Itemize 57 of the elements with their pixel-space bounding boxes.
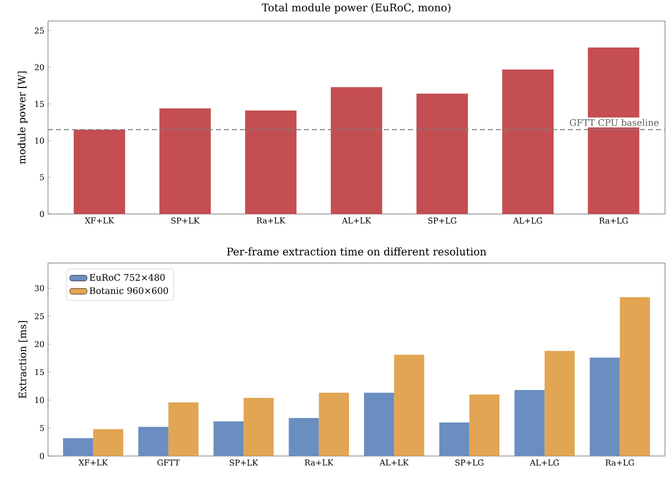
x-tick-label: SP+LK — [230, 460, 258, 466]
bar — [439, 422, 470, 456]
y-tick-label: 5 — [40, 425, 44, 432]
x-tick-label: AL+LG — [530, 460, 559, 466]
x-tick-label: Ra+LK — [256, 218, 286, 224]
y-tick-label: 30 — [34, 285, 44, 292]
y-tick-label: 0 — [40, 452, 44, 460]
y-tick-label: 25 — [34, 28, 44, 34]
bar — [590, 358, 620, 456]
y-tick-label: 0 — [40, 210, 44, 218]
y-axis-title: module power [W] — [18, 72, 28, 164]
bar — [394, 354, 424, 456]
x-tick-label: AL+LK — [380, 460, 409, 466]
chart-title: Per-frame extraction time on different resolution — [227, 247, 486, 256]
bar — [93, 429, 124, 456]
x-tick-label: XF+LK — [78, 460, 108, 466]
bar — [245, 110, 297, 214]
bar — [502, 69, 554, 214]
bar — [138, 426, 168, 456]
y-tick-label: 10 — [35, 138, 44, 144]
bar — [318, 392, 349, 456]
bar — [63, 438, 94, 456]
x-tick-label: AL+LG — [513, 218, 542, 224]
x-tick-label: SP+LK — [171, 218, 200, 224]
legend-label: EuRoC 752×480 — [90, 274, 165, 281]
bar — [364, 392, 394, 456]
y-tick-label: 5 — [40, 174, 44, 180]
x-tick-label: AL+LK — [342, 218, 372, 224]
bar — [514, 390, 545, 456]
y-tick-label: 10 — [35, 397, 44, 404]
bar — [74, 130, 126, 214]
bar — [620, 297, 650, 456]
bar — [168, 402, 198, 456]
y-tick-label: 15 — [35, 100, 44, 107]
x-tick-label: SP+LG — [428, 218, 456, 224]
bar — [416, 94, 468, 214]
x-tick-label: SP+LG — [455, 460, 484, 466]
bar — [214, 421, 244, 456]
ref-line-label: GFTT CPU baseline — [570, 118, 659, 126]
y-tick-label: 15 — [35, 369, 44, 376]
bar — [159, 108, 211, 214]
y-tick-label: 20 — [34, 341, 44, 348]
x-tick-label: GFTT — [157, 460, 180, 466]
y-tick-label: 25 — [34, 313, 44, 320]
bar — [244, 398, 274, 456]
y-axis-title: Extraction [ms] — [18, 321, 28, 398]
bar — [469, 394, 500, 456]
x-tick-label: Ra+LG — [599, 218, 628, 224]
legend-label: Botanic 960×600 — [90, 287, 168, 294]
y-tick-label: 20 — [34, 64, 44, 70]
bar — [330, 87, 382, 214]
chart-title: Total module power (EuRoC, mono) — [262, 3, 450, 14]
x-tick-label: XF+LK — [84, 218, 114, 224]
bar — [544, 350, 575, 456]
bar — [288, 418, 319, 456]
x-tick-label: Ra+LG — [606, 460, 634, 466]
x-tick-label: Ra+LK — [304, 460, 334, 466]
